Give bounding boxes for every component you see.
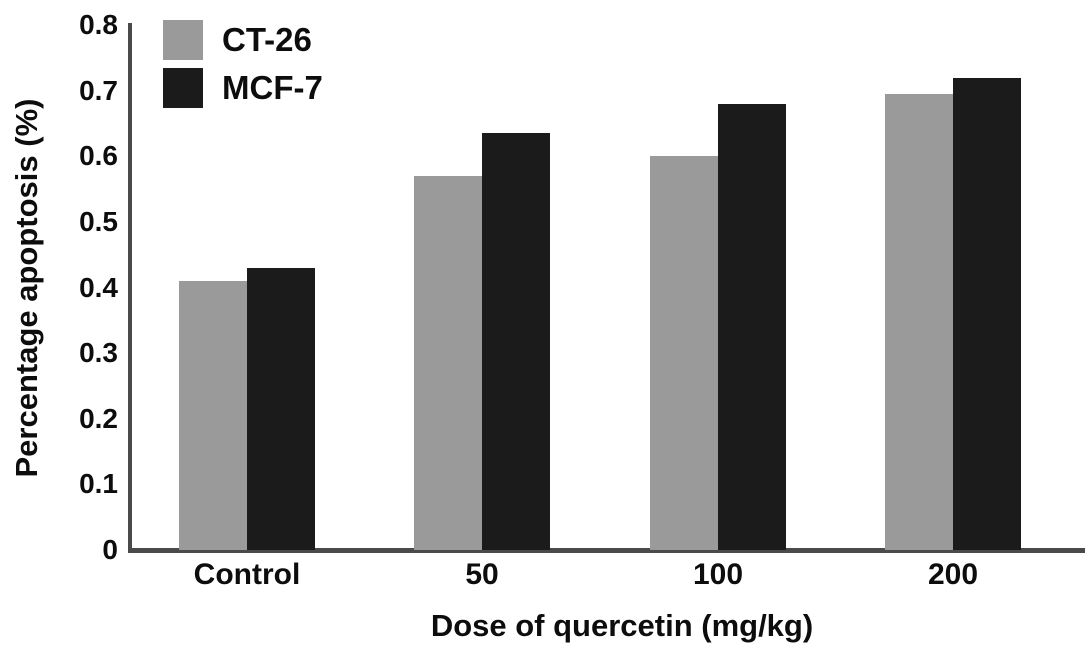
legend-swatch-icon bbox=[163, 20, 203, 60]
bar-mcf7-100 bbox=[718, 104, 786, 550]
bar-ct26-100 bbox=[650, 156, 718, 550]
x-tick-label-100: 100 bbox=[692, 558, 744, 591]
legend-label: MCF-7 bbox=[222, 69, 323, 106]
bar-mcf7-50 bbox=[482, 133, 550, 550]
bar-ct26-50 bbox=[414, 176, 482, 550]
y-tick-label: 0 bbox=[102, 534, 118, 565]
y-tick-label: 0.1 bbox=[79, 468, 118, 500]
x-tick-label-control: Control bbox=[193, 558, 301, 591]
y-tick-label: 0.2 bbox=[79, 402, 118, 434]
legend-swatch-icon bbox=[163, 68, 203, 108]
y-tick-label: 0.5 bbox=[79, 206, 118, 237]
y-tick-label: 0.8 bbox=[79, 9, 118, 41]
x-axis-line bbox=[128, 548, 1085, 553]
legend-item-mcf7: MCF-7 bbox=[163, 68, 323, 108]
x-tick-label-50: 50 bbox=[465, 558, 499, 591]
y-axis-line bbox=[128, 23, 132, 552]
y-tick-label: 0.6 bbox=[79, 140, 118, 172]
bar-mcf7-200 bbox=[953, 78, 1021, 550]
y-tick-label: 0.7 bbox=[79, 74, 118, 106]
bar-ct26-200 bbox=[885, 94, 953, 550]
x-tick-label-200: 200 bbox=[927, 558, 979, 591]
x-axis-title: Dose of quercetin (mg/kg) bbox=[430, 608, 814, 643]
bar-ct26-control bbox=[179, 281, 247, 550]
y-tick-label: 0.4 bbox=[79, 271, 118, 303]
y-tick-label: 0.3 bbox=[79, 337, 118, 369]
legend-item-ct26: CT-26 bbox=[163, 20, 312, 60]
legend-label: CT-26 bbox=[222, 21, 312, 58]
bar-mcf7-control bbox=[247, 268, 315, 550]
